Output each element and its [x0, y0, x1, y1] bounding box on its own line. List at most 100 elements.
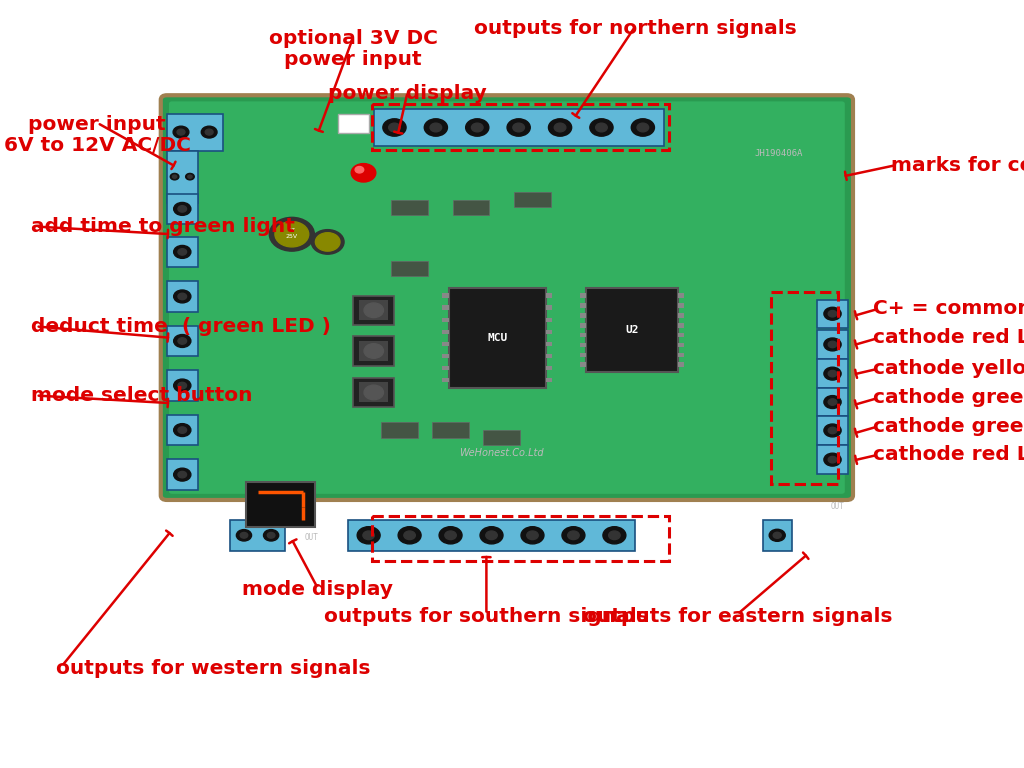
Circle shape	[403, 531, 416, 540]
Bar	[167, 114, 223, 151]
Bar	[353, 378, 394, 407]
Text: outputs for northern signals: outputs for northern signals	[473, 19, 797, 38]
Circle shape	[174, 424, 190, 436]
Circle shape	[311, 230, 344, 254]
Circle shape	[170, 174, 179, 180]
Circle shape	[773, 532, 781, 538]
Text: mode select button: mode select button	[31, 386, 252, 405]
Bar	[449, 288, 546, 388]
Bar	[580, 362, 586, 367]
Circle shape	[562, 527, 585, 544]
Circle shape	[174, 203, 190, 215]
Circle shape	[444, 531, 457, 540]
Text: 47
25V: 47 25V	[286, 228, 298, 239]
Circle shape	[365, 303, 383, 318]
Bar	[580, 343, 586, 347]
Circle shape	[383, 119, 407, 136]
Circle shape	[185, 174, 195, 180]
Bar	[678, 303, 684, 308]
Circle shape	[828, 370, 837, 377]
Bar	[359, 341, 388, 361]
Circle shape	[355, 167, 364, 173]
Bar	[678, 333, 684, 337]
Circle shape	[471, 123, 483, 132]
Circle shape	[205, 129, 213, 135]
Bar	[359, 300, 388, 320]
Circle shape	[590, 119, 613, 136]
Bar	[678, 293, 684, 298]
Circle shape	[174, 290, 190, 303]
Bar	[817, 359, 848, 388]
Text: power input
6V to 12V AC/DC: power input 6V to 12V AC/DC	[4, 115, 190, 154]
Circle shape	[315, 233, 340, 251]
Bar	[442, 378, 449, 382]
Bar	[353, 296, 394, 325]
Circle shape	[202, 126, 217, 138]
FancyBboxPatch shape	[161, 95, 853, 500]
Bar	[167, 194, 198, 224]
Circle shape	[769, 529, 785, 541]
Circle shape	[362, 531, 375, 540]
Circle shape	[177, 129, 185, 135]
Bar	[442, 306, 449, 310]
Text: OUT: OUT	[304, 533, 318, 542]
Circle shape	[174, 468, 190, 481]
Circle shape	[828, 310, 837, 317]
Bar	[167, 459, 198, 490]
Text: cathode green LED / people: cathode green LED / people	[873, 417, 1024, 435]
Text: optional 3V DC
power input: optional 3V DC power input	[269, 29, 437, 68]
Bar	[372, 104, 669, 150]
Circle shape	[824, 307, 841, 320]
Bar	[580, 353, 586, 357]
Bar	[167, 281, 198, 312]
Text: outputs for eastern signals: outputs for eastern signals	[583, 607, 892, 626]
Bar	[167, 326, 198, 356]
Text: outputs for southern signals: outputs for southern signals	[324, 607, 649, 626]
Bar	[546, 354, 552, 359]
Circle shape	[507, 119, 530, 136]
Text: marks for connectors: marks for connectors	[891, 156, 1024, 174]
Bar	[167, 415, 198, 445]
Circle shape	[424, 119, 447, 136]
Circle shape	[596, 123, 607, 132]
Bar	[167, 370, 198, 401]
Circle shape	[174, 246, 190, 258]
Bar	[546, 306, 552, 310]
Circle shape	[178, 427, 186, 433]
Circle shape	[554, 123, 566, 132]
Bar	[442, 342, 449, 346]
Circle shape	[274, 221, 309, 247]
Circle shape	[485, 531, 498, 540]
Circle shape	[480, 527, 503, 544]
Bar	[372, 516, 669, 561]
Circle shape	[351, 164, 376, 182]
Bar	[546, 378, 552, 382]
Text: mode display: mode display	[242, 580, 393, 599]
Text: JH190406A: JH190406A	[754, 149, 803, 158]
Circle shape	[439, 527, 462, 544]
Bar	[580, 293, 586, 298]
Circle shape	[824, 338, 841, 351]
Circle shape	[267, 532, 274, 538]
Bar	[546, 329, 552, 334]
Circle shape	[174, 335, 190, 347]
Bar	[359, 382, 388, 402]
Circle shape	[828, 399, 837, 406]
Circle shape	[824, 453, 841, 466]
Circle shape	[365, 344, 383, 358]
Circle shape	[389, 123, 400, 132]
Bar	[338, 114, 369, 133]
Bar	[442, 293, 449, 298]
Bar	[546, 366, 552, 370]
Bar	[381, 422, 418, 438]
Circle shape	[187, 175, 193, 178]
Circle shape	[637, 123, 648, 132]
Bar	[167, 237, 198, 267]
FancyBboxPatch shape	[169, 101, 845, 494]
Circle shape	[513, 123, 524, 132]
Bar	[432, 422, 469, 438]
Text: add time to green light: add time to green light	[31, 217, 295, 236]
Circle shape	[466, 119, 488, 136]
Bar	[546, 293, 552, 298]
Circle shape	[237, 530, 252, 541]
